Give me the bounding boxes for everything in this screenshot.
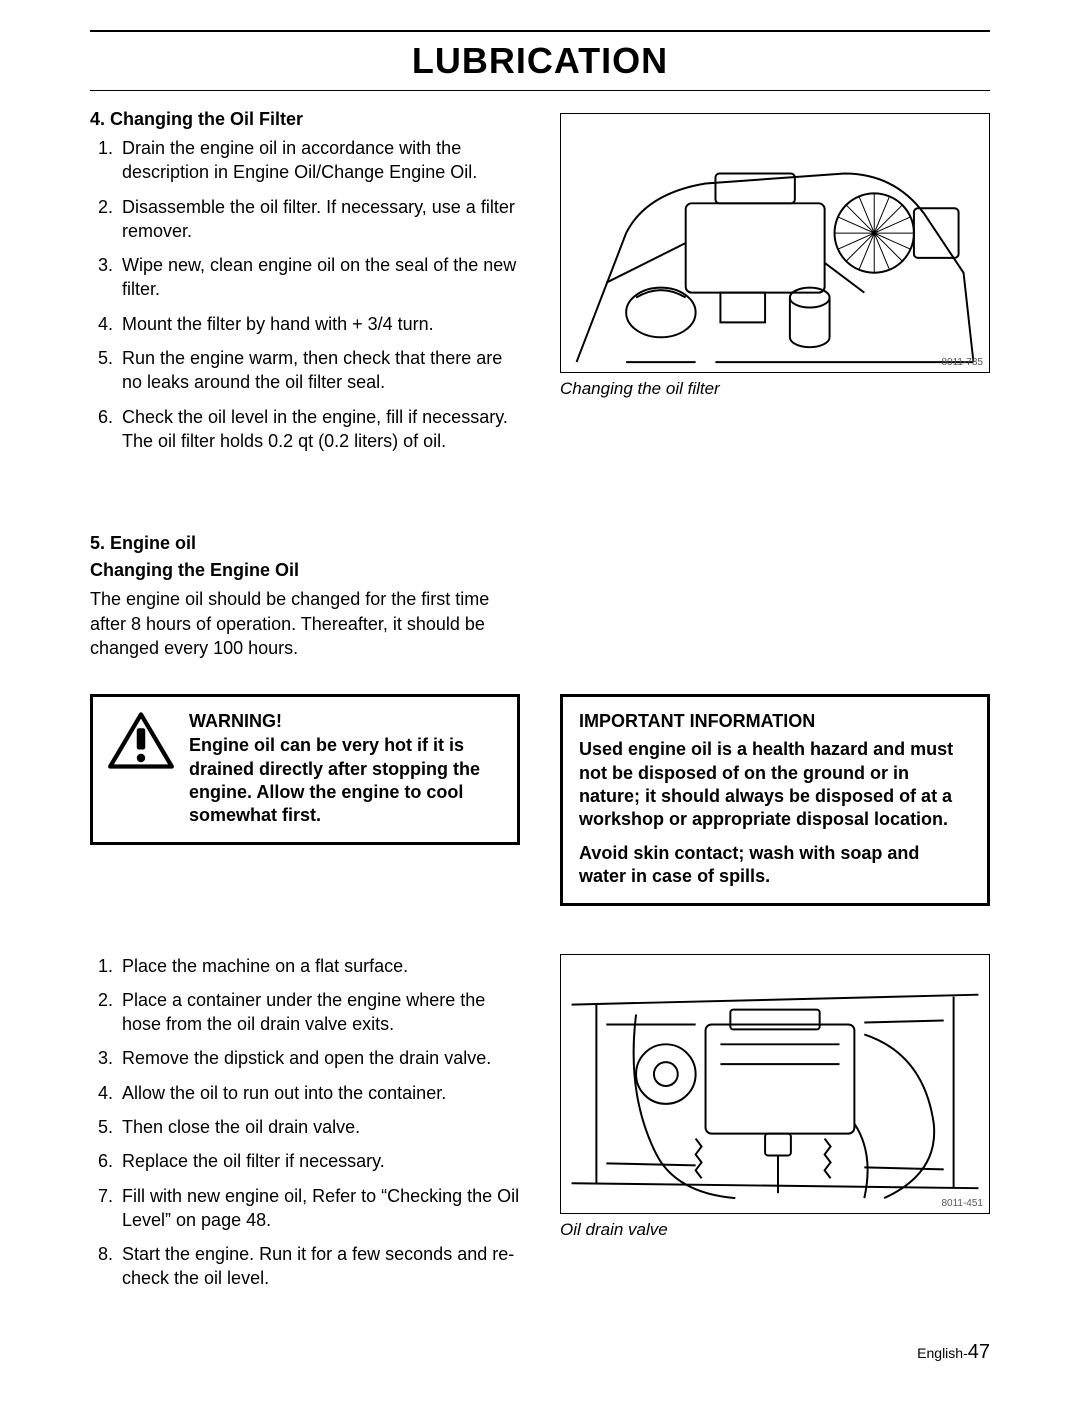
list-item: Replace the oil filter if necessary. — [118, 1149, 520, 1173]
figure-oil-filter: 8011-785 — [560, 113, 990, 373]
list-item: Run the engine warm, then check that the… — [118, 346, 520, 395]
important-body-1: Used engine oil is a health hazard and m… — [579, 738, 971, 832]
engine-illustration-icon — [561, 114, 989, 372]
list-item: Place the machine on a flat surface. — [118, 954, 520, 978]
warning-title: WARNING! — [189, 711, 503, 732]
list-item: Start the engine. Run it for a few secon… — [118, 1242, 520, 1291]
figure-id: 8011-451 — [941, 1198, 983, 1209]
important-body-2: Avoid skin contact; wash with soap and w… — [579, 842, 971, 889]
col-left-1: 4. Changing the Oil Filter Drain the eng… — [90, 109, 520, 463]
figure-id: 8011-785 — [941, 357, 983, 368]
list-item: Place a container under the engine where… — [118, 988, 520, 1037]
col-right-4: 8011-451 Oil drain valve — [560, 954, 990, 1301]
list-item: Disassemble the oil filter. If necessary… — [118, 195, 520, 244]
col-right-3: IMPORTANT INFORMATION Used engine oil is… — [560, 694, 990, 905]
section4-heading: 4. Changing the Oil Filter — [90, 109, 520, 130]
page: LUBRICATION 4. Changing the Oil Filter D… — [0, 0, 1080, 1404]
important-title: IMPORTANT INFORMATION — [579, 711, 971, 732]
list-item: Fill with new engine oil, Refer to “Chec… — [118, 1184, 520, 1233]
row-1: 4. Changing the Oil Filter Drain the eng… — [90, 109, 990, 463]
list-item: Mount the filter by hand with + 3/4 turn… — [118, 312, 520, 336]
page-footer: English-47 — [90, 1341, 990, 1364]
list-item: Check the oil level in the engine, fill … — [118, 405, 520, 454]
list-item: Remove the dipstick and open the drain v… — [118, 1046, 520, 1070]
col-left-3: WARNING! Engine oil can be very hot if i… — [90, 694, 520, 905]
page-number: 47 — [968, 1341, 990, 1363]
section5-intro: The engine oil should be changed for the… — [90, 587, 520, 660]
warning-text: WARNING! Engine oil can be very hot if i… — [189, 711, 503, 828]
figure1-caption: Changing the oil filter — [560, 379, 990, 399]
warning-body: Engine oil can be very hot if it is drai… — [189, 734, 503, 828]
warning-box: WARNING! Engine oil can be very hot if i… — [90, 694, 520, 845]
footer-label: English- — [917, 1345, 968, 1361]
col-left-2: 5. Engine oil Changing the Engine Oil Th… — [90, 533, 520, 670]
warning-triangle-icon — [107, 711, 175, 771]
section5-steps: Place the machine on a flat surface. Pla… — [90, 954, 520, 1291]
title-underline — [90, 90, 990, 91]
section5-heading: 5. Engine oil — [90, 533, 520, 554]
col-right-1: 8011-785 Changing the oil filter — [560, 109, 990, 463]
top-rule — [90, 30, 990, 32]
section5-subheading: Changing the Engine Oil — [90, 560, 520, 581]
col-right-2 — [560, 533, 990, 670]
section4-steps: Drain the engine oil in accordance with … — [90, 136, 520, 453]
figure2-caption: Oil drain valve — [560, 1220, 990, 1240]
row-3: WARNING! Engine oil can be very hot if i… — [90, 694, 990, 905]
list-item: Wipe new, clean engine oil on the seal o… — [118, 253, 520, 302]
drain-valve-illustration-icon — [561, 955, 989, 1213]
row-4: Place the machine on a flat surface. Pla… — [90, 954, 990, 1301]
row-2: 5. Engine oil Changing the Engine Oil Th… — [90, 533, 990, 670]
figure-drain-valve: 8011-451 — [560, 954, 990, 1214]
list-item: Then close the oil drain valve. — [118, 1115, 520, 1139]
important-info-box: IMPORTANT INFORMATION Used engine oil is… — [560, 694, 990, 905]
col-left-4: Place the machine on a flat surface. Pla… — [90, 954, 520, 1301]
page-title: LUBRICATION — [90, 40, 990, 82]
list-item: Drain the engine oil in accordance with … — [118, 136, 520, 185]
list-item: Allow the oil to run out into the contai… — [118, 1081, 520, 1105]
